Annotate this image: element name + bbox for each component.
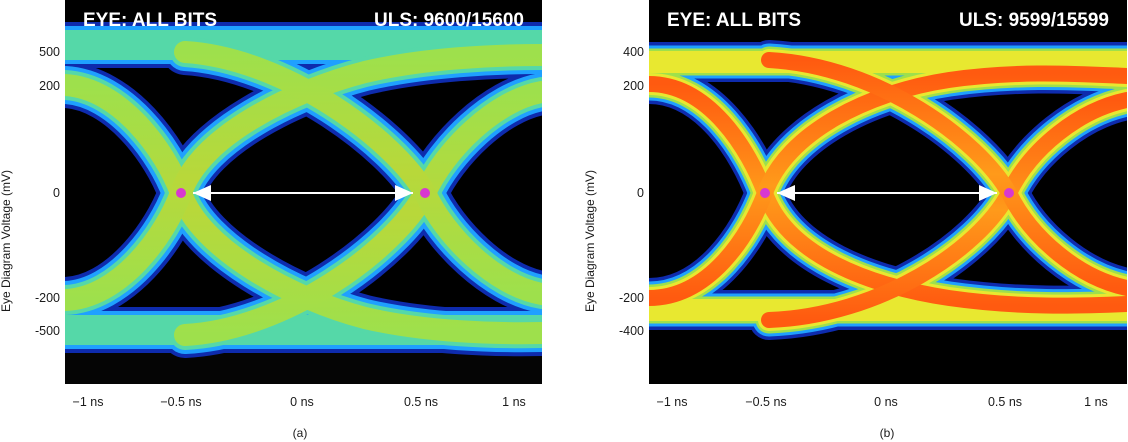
eye-traces xyxy=(649,40,1127,340)
x-tick-label: 0 ns xyxy=(874,395,898,409)
x-tick-label: −0.5 ns xyxy=(745,395,787,409)
x-tick-label: 1 ns xyxy=(502,395,526,409)
eye-width-arrow xyxy=(193,185,413,201)
crossing-marker xyxy=(420,188,430,198)
x-tick-label: −1 ns xyxy=(656,395,688,409)
eye-diagram-svg xyxy=(65,22,542,384)
y-tick-label: -500 xyxy=(34,324,60,338)
eye-diagram-svg xyxy=(649,40,1127,340)
y-tick-label: -400 xyxy=(618,324,644,338)
y-tick-label: 200 xyxy=(39,79,60,93)
eye-traces xyxy=(65,22,542,358)
y-axis-label: Eye Diagram Voltage (mV) xyxy=(583,169,597,313)
y-tick-label: 500 xyxy=(39,45,60,59)
y-tick-label: 200 xyxy=(623,79,644,93)
y-axis-label: Eye Diagram Voltage (mV) xyxy=(0,169,13,313)
x-tick-label: 1 ns xyxy=(1084,395,1108,409)
x-tick-label: −1 ns xyxy=(72,395,104,409)
x-tick-label: 0 ns xyxy=(290,395,314,409)
x-tick-label: −0.5 ns xyxy=(160,395,202,409)
crossing-marker xyxy=(1004,188,1014,198)
x-tick-label: 0.5 ns xyxy=(403,395,439,409)
eye-width-arrow xyxy=(777,185,997,201)
panel-caption: (a) xyxy=(292,426,308,440)
y-tick-label: 0 xyxy=(53,186,60,200)
plot-area: EYE: ALL BITS ULS: 9600/15600 xyxy=(65,0,542,384)
y-tick-label: -200 xyxy=(34,291,60,305)
crossing-marker xyxy=(176,188,186,198)
plot-area: EYE: ALL BITS ULS: 9599/15599 xyxy=(649,0,1127,384)
x-tick-label: 0.5 ns xyxy=(987,395,1023,409)
y-tick-label: 400 xyxy=(623,45,644,59)
y-tick-label: -200 xyxy=(618,291,644,305)
eye-diagram-panel-a: Eye Diagram Voltage (mV) 500 200 0 -200 … xyxy=(0,0,560,442)
y-tick-label: 0 xyxy=(637,186,644,200)
crossing-marker xyxy=(760,188,770,198)
eye-diagram-panel-b: Eye Diagram Voltage (mV) 400 200 0 -200 … xyxy=(583,0,1128,442)
panel-caption: (b) xyxy=(879,426,895,440)
